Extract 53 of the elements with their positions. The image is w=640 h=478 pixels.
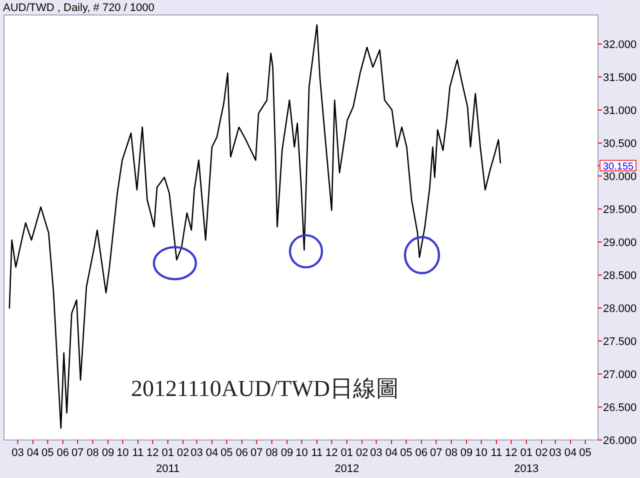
y-tick-label: 27.000 [603, 369, 637, 382]
x-tick-label: 02 [176, 447, 190, 459]
x-tick-label: 04 [206, 447, 218, 459]
x-tick-label: 04 [564, 447, 577, 459]
x-tick-label: 05 [220, 447, 233, 459]
x-tick-label: 12 [326, 447, 338, 459]
y-tick-label: 30.500 [603, 138, 637, 150]
x-tick-label: 07 [71, 447, 84, 459]
y-tick-label: 30.155 [603, 161, 634, 172]
x-tick-label: 03 [370, 447, 382, 459]
y-tick-label: 26.500 [603, 402, 637, 414]
x-tick-label: 11 [490, 447, 502, 459]
x-tick-label: 06 [236, 447, 248, 459]
x-tick-label: 05 [400, 447, 412, 459]
x-tick-label: 04 [26, 447, 40, 459]
y-tick-label: 31.500 [603, 72, 637, 84]
y-tick-label: 30.000 [603, 171, 637, 184]
chart-title: AUD/TWD , Daily, # 720 / 1000 [3, 2, 154, 14]
x-tick-label: 06 [415, 447, 428, 459]
x-tick-label: 11 [311, 447, 323, 459]
x-tick-label: 11 [132, 447, 144, 459]
x-tick-label: 08 [445, 447, 458, 459]
x-tick-label: 08 [86, 447, 99, 459]
x-tick-label: 02 [535, 447, 548, 459]
y-tick-label: 27.500 [603, 336, 637, 348]
line-series [8, 24, 502, 429]
x-tick-label: 12 [146, 447, 159, 459]
x-tick-label: 07 [250, 447, 263, 459]
x-tick-label: 10 [116, 447, 129, 459]
x-tick-label: 05 [42, 447, 54, 459]
y-tick-label: 28.500 [603, 270, 637, 282]
y-tick-label: 28.000 [603, 303, 637, 316]
x-tick-label: 12 [505, 447, 518, 459]
x-tick-label: 10 [475, 447, 488, 459]
x-tick-label: 03 [190, 447, 203, 459]
x-tick-label: 06 [56, 447, 69, 459]
x-tick-label: 10 [296, 447, 308, 459]
annotation: 20121110AUD/TWD日線圖 [131, 376, 399, 401]
x-tick-label: 05 [579, 447, 592, 459]
x-tick-label: 09 [280, 447, 294, 459]
y-tick-label: 29.500 [603, 204, 637, 216]
x-tick-label: 03 [12, 447, 24, 459]
x-tick-label: 02 [356, 447, 368, 459]
y-tick-label: 29.000 [603, 237, 637, 250]
x-tick-label: 09 [460, 447, 473, 459]
y-tick-label: 26.000 [603, 435, 637, 447]
x-tick-label: 08 [266, 447, 278, 459]
x-tick-label: 04 [385, 447, 398, 459]
x-tick-label: 03 [549, 447, 562, 459]
y-tick-label: 32.000 [603, 39, 637, 52]
x-tick-label: 07 [430, 447, 442, 459]
y-tick-label: 31.000 [603, 105, 637, 118]
x-tick-label: 09 [102, 447, 114, 459]
